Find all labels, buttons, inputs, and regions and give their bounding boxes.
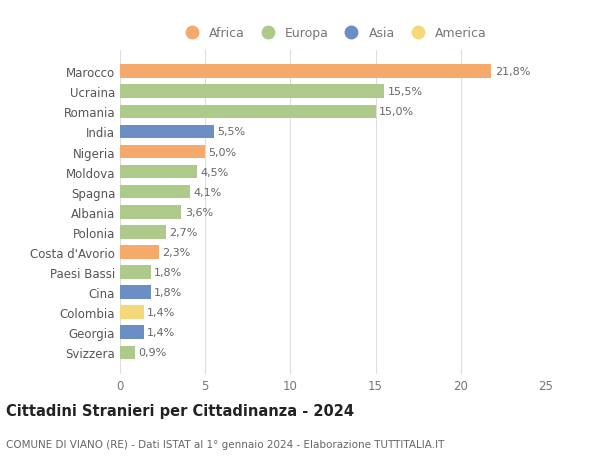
Bar [120,85,384,99]
Text: 4,5%: 4,5% [200,167,229,177]
Bar [120,246,159,259]
Bar [120,185,190,199]
Bar [120,165,197,179]
Text: 2,7%: 2,7% [169,227,198,237]
Legend: Africa, Europa, Asia, America: Africa, Europa, Asia, America [176,24,490,42]
Bar [120,65,491,79]
Bar [120,105,376,119]
Text: 3,6%: 3,6% [185,207,213,217]
Text: COMUNE DI VIANO (RE) - Dati ISTAT al 1° gennaio 2024 - Elaborazione TUTTITALIA.I: COMUNE DI VIANO (RE) - Dati ISTAT al 1° … [6,440,445,449]
Text: 21,8%: 21,8% [495,67,530,77]
Bar [120,146,205,159]
Text: Cittadini Stranieri per Cittadinanza - 2024: Cittadini Stranieri per Cittadinanza - 2… [6,403,354,419]
Text: 1,4%: 1,4% [147,328,176,337]
Text: 2,3%: 2,3% [163,247,191,257]
Text: 5,5%: 5,5% [217,127,245,137]
Bar [120,266,151,279]
Text: 15,0%: 15,0% [379,107,414,117]
Bar [120,346,136,359]
Text: 0,9%: 0,9% [139,347,167,358]
Text: 1,8%: 1,8% [154,287,182,297]
Bar [120,206,181,219]
Text: 1,8%: 1,8% [154,268,182,277]
Text: 15,5%: 15,5% [388,87,422,97]
Bar [120,125,214,139]
Bar [120,326,144,339]
Bar [120,306,144,319]
Bar [120,225,166,239]
Text: 4,1%: 4,1% [193,187,221,197]
Text: 5,0%: 5,0% [209,147,237,157]
Bar [120,285,151,299]
Text: 1,4%: 1,4% [147,308,176,318]
